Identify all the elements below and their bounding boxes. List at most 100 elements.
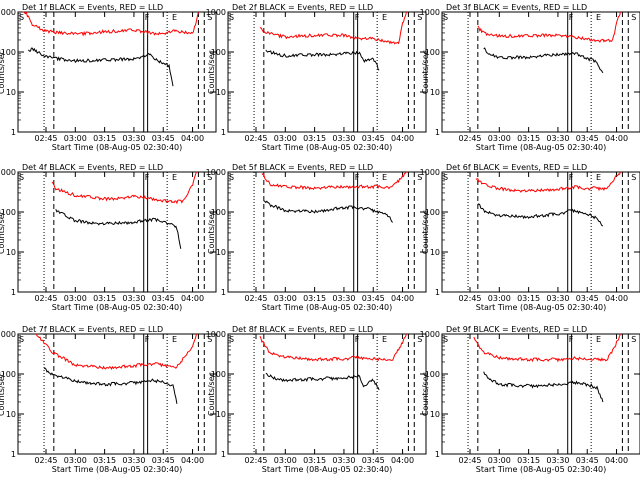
x-tick-label: 03:15	[93, 134, 116, 143]
event-marker-label: F	[355, 335, 360, 344]
lld-series-line	[477, 11, 621, 43]
plot-frame	[227, 11, 427, 133]
x-tick-label: 02:45	[34, 134, 57, 143]
x-tick-label: 03:00	[274, 456, 297, 465]
chart-panel-4: Det 4f BLACK = Events, RED = LLD 1 10 100 10…	[0, 163, 217, 312]
x-tick-label: 03:45	[576, 456, 599, 465]
event-marker-label: S	[417, 335, 422, 344]
chart-title: Det 5f BLACK = Events, RED = LLD	[232, 163, 373, 172]
y-axis-label: Counts/sec	[207, 210, 216, 254]
x-tick-label: 03:45	[362, 294, 385, 303]
x-tick-label: 02:45	[458, 134, 481, 143]
event-marker-label: E	[172, 335, 177, 344]
event-marker-label: S	[207, 173, 212, 182]
x-tick-label: 03:30	[332, 294, 355, 303]
lld-series-line	[473, 333, 621, 363]
x-axis-label: Start Time (08-Aug-05 02:30:40)	[476, 465, 607, 474]
event-marker-label: F	[145, 173, 150, 182]
lld-series-line	[261, 171, 407, 191]
x-tick-label: 03:30	[546, 134, 569, 143]
y-tick-label: 1	[435, 128, 440, 137]
y-axis-label: Counts/sec	[0, 50, 6, 94]
x-tick-label: 02:45	[244, 456, 267, 465]
events-series-line	[43, 367, 178, 404]
x-tick-label: 03:15	[93, 456, 116, 465]
chart-title: Det 8f BLACK = Events, RED = LLD	[232, 325, 373, 334]
x-tick-label: 04:00	[391, 134, 414, 143]
chart-panel-6: Det 6f BLACK = Events, RED = LLD 1 10 100 10…	[420, 163, 640, 312]
x-tick-label: 03:45	[152, 456, 175, 465]
x-tick-label: 03:15	[517, 294, 540, 303]
y-tick-label: 1000	[206, 330, 226, 339]
x-tick-label: 03:45	[152, 134, 175, 143]
event-marker-label: F	[569, 335, 574, 344]
x-tick-label: 04:00	[605, 294, 628, 303]
chart-title: Det 6f BLACK = Events, RED = LLD	[446, 163, 587, 172]
y-tick-label: 100	[1, 48, 16, 57]
y-tick-label: 10	[430, 88, 440, 97]
events-series-line	[28, 47, 174, 87]
chart-title: Det 7f BLACK = Events, RED = LLD	[22, 325, 163, 334]
chart-title: Det 3f BLACK = Events, RED = LLD	[446, 3, 587, 12]
y-tick-label: 10	[430, 410, 440, 419]
x-tick-label: 03:30	[122, 456, 145, 465]
x-tick-label: 04:00	[181, 134, 204, 143]
y-tick-label: 1000	[420, 8, 440, 17]
y-tick-label: 1000	[0, 168, 16, 177]
plot-frame	[441, 11, 640, 133]
event-marker-label: S	[207, 13, 212, 22]
chart-panel-1: Det 1f BLACK = Events, RED = LLD 1 10 100 10…	[0, 3, 217, 152]
events-series-line	[263, 200, 394, 223]
chart-title: Det 1f BLACK = Events, RED = LLD	[22, 3, 163, 12]
chart-title: Det 2f BLACK = Events, RED = LLD	[232, 3, 373, 12]
event-marker-label: S	[229, 335, 234, 344]
x-tick-label: 03:15	[517, 456, 540, 465]
y-axis-label: Counts/sec	[207, 372, 216, 416]
y-tick-label: 1	[11, 450, 16, 459]
chart-panel-5: Det 5f BLACK = Events, RED = LLD 1 10 100 10…	[206, 163, 427, 312]
event-marker-label: S	[417, 173, 422, 182]
x-tick-label: 03:15	[303, 134, 326, 143]
event-marker-label: S	[417, 13, 422, 22]
x-tick-label: 03:00	[64, 134, 87, 143]
x-axis-label: Start Time (08-Aug-05 02:30:40)	[262, 465, 393, 474]
y-tick-label: 10	[6, 88, 16, 97]
event-marker-label: S	[443, 13, 448, 22]
chart-title: Det 9f BLACK = Events, RED = LLD	[446, 325, 587, 334]
plot-frame	[17, 171, 217, 293]
x-axis-label: Start Time (08-Aug-05 02:30:40)	[52, 465, 183, 474]
x-tick-label: 03:30	[122, 294, 145, 303]
event-marker-label: E	[596, 173, 601, 182]
lld-series-line	[51, 171, 197, 205]
y-tick-label: 1	[11, 128, 16, 137]
x-tick-label: 02:45	[34, 456, 57, 465]
y-axis-label: Counts/sec	[421, 210, 430, 254]
x-tick-label: 03:00	[488, 294, 511, 303]
x-tick-label: 03:15	[517, 134, 540, 143]
event-marker-label: F	[569, 13, 574, 22]
lld-series-line	[259, 11, 407, 45]
y-tick-label: 1000	[420, 168, 440, 177]
y-tick-label: 100	[425, 48, 440, 57]
events-series-line	[265, 372, 380, 391]
event-marker-label: S	[443, 335, 448, 344]
x-tick-label: 04:00	[605, 456, 628, 465]
x-tick-label: 04:00	[605, 134, 628, 143]
events-series-line	[265, 49, 380, 71]
x-tick-label: 03:45	[152, 294, 175, 303]
chart-panel-2: Det 2f BLACK = Events, RED = LLD 1 10 100 10…	[206, 3, 427, 152]
x-tick-label: 03:00	[64, 294, 87, 303]
event-marker-label: S	[19, 13, 24, 22]
y-tick-label: 1	[435, 288, 440, 297]
x-axis-label: Start Time (08-Aug-05 02:30:40)	[262, 303, 393, 312]
y-tick-label: 100	[211, 370, 226, 379]
event-marker-label: F	[569, 173, 574, 182]
y-tick-label: 1000	[206, 168, 226, 177]
x-tick-label: 03:00	[274, 294, 297, 303]
x-tick-label: 02:45	[244, 134, 267, 143]
x-tick-label: 02:45	[244, 294, 267, 303]
event-marker-label: S	[631, 173, 636, 182]
event-marker-label: S	[631, 335, 636, 344]
y-tick-label: 1	[435, 450, 440, 459]
